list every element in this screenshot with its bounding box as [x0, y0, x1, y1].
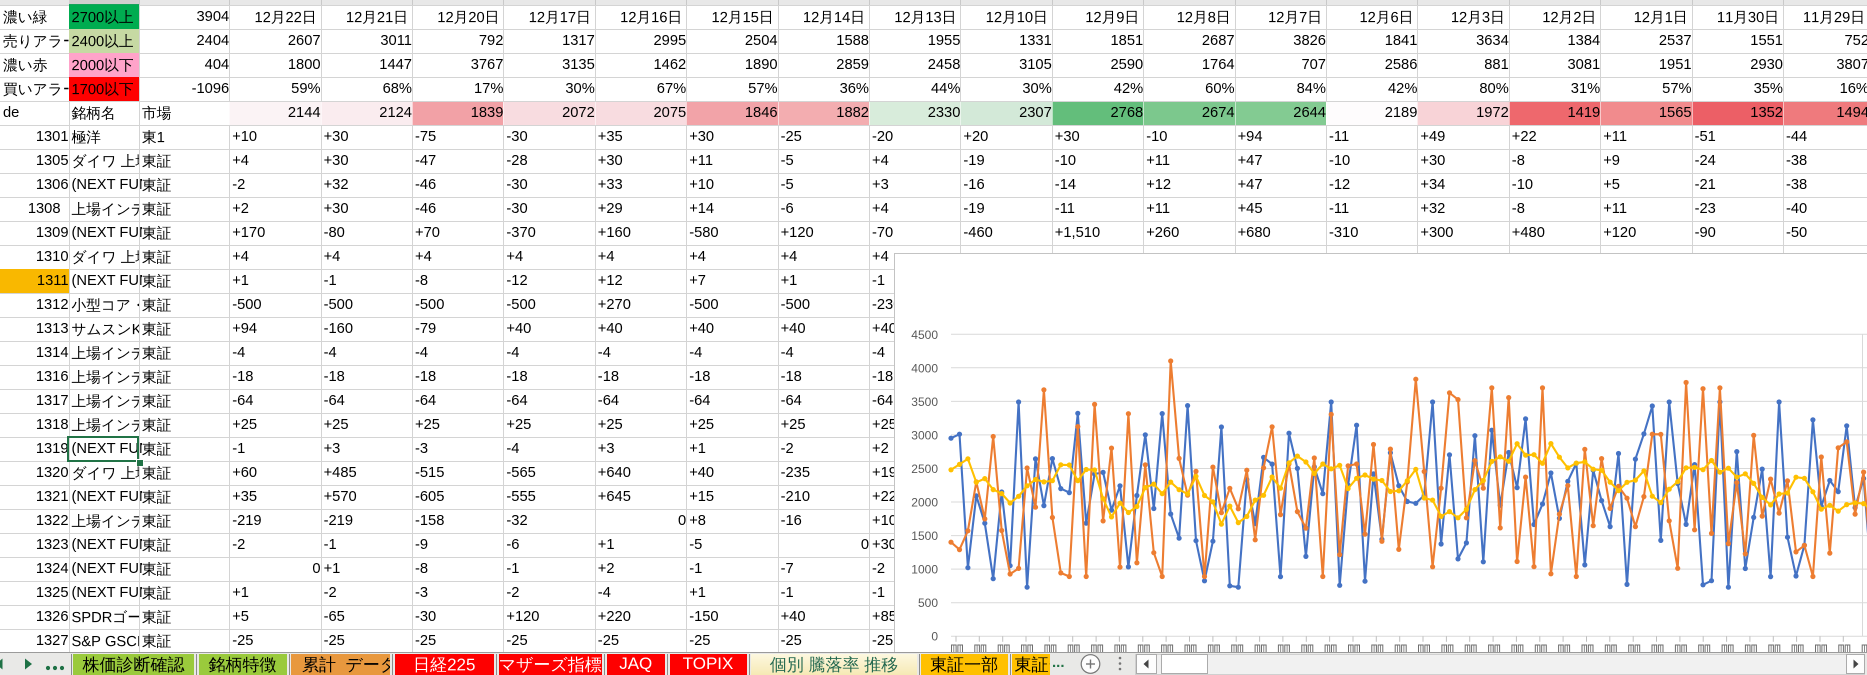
svg-text:3500: 3500: [911, 394, 938, 408]
svg-text:1000: 1000: [911, 562, 938, 576]
svg-text:500: 500: [917, 596, 937, 610]
svg-text:2500: 2500: [911, 462, 938, 476]
svg-text:0: 0: [931, 629, 938, 643]
svg-text:4500: 4500: [911, 327, 938, 341]
svg-text:4000: 4000: [911, 361, 938, 375]
svg-text:3000: 3000: [911, 428, 938, 442]
svg-text:2000: 2000: [911, 495, 938, 509]
svg-text:1500: 1500: [911, 529, 938, 543]
